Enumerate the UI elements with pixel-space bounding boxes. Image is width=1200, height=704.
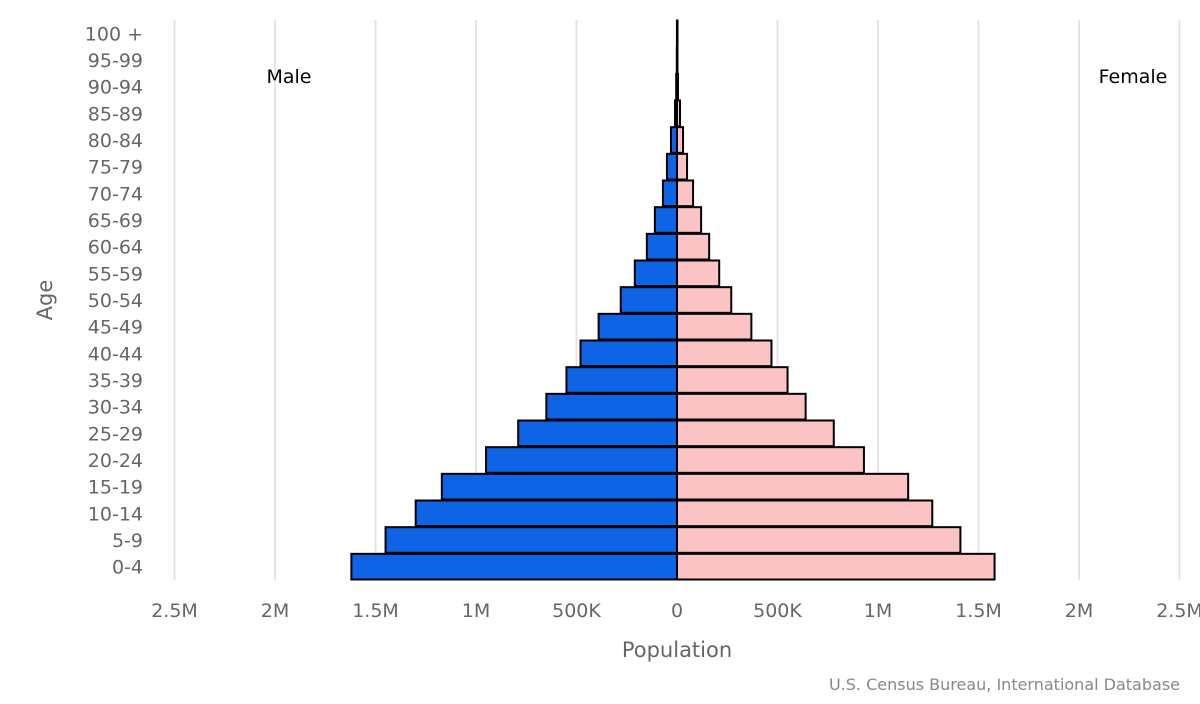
bar-male-40-44[interactable] [579, 339, 679, 368]
bar-female-15-19[interactable] [676, 472, 910, 501]
y-tick-label: 60-64 [88, 237, 143, 259]
bar-male-10-14[interactable] [414, 499, 678, 528]
y-tick-label: 100 + [85, 23, 143, 45]
bar-female-30-34[interactable] [676, 392, 807, 421]
bar-male-60-64[interactable] [645, 232, 678, 261]
bar-male-75-79[interactable] [665, 152, 679, 181]
bar-female-25-29[interactable] [676, 419, 835, 448]
bar-female-0-4[interactable] [676, 552, 996, 581]
y-tick-label: 40-44 [88, 343, 143, 365]
x-tick-label: 2M [261, 600, 289, 622]
bar-female-85-89[interactable] [676, 99, 682, 128]
x-tick-label: 500K [753, 600, 802, 622]
bar-female-100[interactable] [676, 19, 679, 48]
x-tick-label: 2.5M [1156, 600, 1200, 622]
bar-female-40-44[interactable] [676, 339, 773, 368]
y-tick-label: 55-59 [88, 263, 143, 285]
y-tick-label: 25-29 [88, 423, 143, 445]
y-tick-label: 95-99 [88, 50, 143, 72]
bar-male-30-34[interactable] [545, 392, 678, 421]
x-tick-label: 1.5M [352, 600, 399, 622]
bar-female-55-59[interactable] [676, 259, 721, 288]
source-credit: U.S. Census Bureau, International Databa… [829, 675, 1180, 694]
bar-male-65-69[interactable] [653, 206, 679, 234]
y-tick-label: 65-69 [88, 210, 143, 232]
y-tick-label: 50-54 [88, 290, 143, 312]
x-tick-label: 1.5M [955, 600, 1002, 622]
y-tick-label: 30-34 [88, 397, 143, 419]
bar-female-70-74[interactable] [676, 179, 695, 208]
bar-male-70-74[interactable] [661, 179, 678, 208]
bar-female-60-64[interactable] [676, 232, 711, 261]
x-tick-label: 2M [1065, 600, 1093, 622]
bar-male-45-49[interactable] [597, 312, 678, 341]
y-tick-labels: 0-4 5-9 10-14 15-19 20-24 25-29 30-34 35-39 40-4… [85, 23, 143, 578]
bar-male-55-59[interactable] [633, 259, 678, 288]
gridlines [173, 20, 1181, 580]
bar-male-15-19[interactable] [440, 472, 678, 501]
bar-female-65-69[interactable] [676, 206, 703, 234]
y-tick-label: 5-9 [112, 530, 143, 552]
y-tick-label: 75-79 [88, 157, 143, 179]
x-tick-label: 0 [671, 600, 683, 622]
bars [350, 19, 996, 581]
y-tick-label: 85-89 [88, 103, 143, 125]
bar-male-50-54[interactable] [619, 286, 678, 314]
bar-male-35-39[interactable] [565, 366, 679, 394]
y-tick-label: 0-4 [112, 557, 143, 579]
bar-female-35-39[interactable] [676, 366, 789, 394]
bar-male-0-4[interactable] [350, 552, 678, 581]
y-tick-label: 35-39 [88, 370, 143, 392]
y-tick-label: 20-24 [88, 450, 143, 472]
bar-female-75-79[interactable] [676, 152, 689, 181]
x-tick-label: 500K [552, 600, 601, 622]
x-tick-label: 1M [864, 600, 892, 622]
bar-female-50-54[interactable] [676, 286, 733, 314]
y-tick-label: 70-74 [88, 183, 143, 205]
bar-female-45-49[interactable] [676, 312, 753, 341]
x-axis-title: Population [622, 638, 732, 662]
x-tick-label: 2.5M [151, 600, 198, 622]
bar-female-80-84[interactable] [676, 126, 685, 154]
x-tick-label: 1M [462, 600, 490, 622]
y-tick-label: 90-94 [88, 77, 143, 99]
y-tick-label: 45-49 [88, 317, 143, 339]
bar-female-10-14[interactable] [676, 499, 934, 528]
y-tick-label: 15-19 [88, 477, 143, 499]
bar-male-5-9[interactable] [384, 526, 678, 554]
y-tick-label: 10-14 [88, 503, 143, 525]
female-label: Female [1099, 66, 1168, 88]
bar-male-20-24[interactable] [485, 446, 678, 474]
x-tick-labels: 2.5M 2M 1.5M 1M 500K 0 500K 1M 1.5M 2M 2.5M [151, 600, 1200, 622]
y-tick-label: 80-84 [88, 130, 143, 152]
bar-female-20-24[interactable] [676, 446, 865, 474]
bar-female-90-94[interactable] [676, 72, 680, 101]
bar-female-5-9[interactable] [676, 526, 962, 554]
bar-male-25-29[interactable] [517, 419, 679, 448]
bar-female-95-99[interactable] [676, 46, 679, 74]
male-label: Male [266, 66, 311, 88]
y-axis-title: Age [33, 280, 57, 321]
